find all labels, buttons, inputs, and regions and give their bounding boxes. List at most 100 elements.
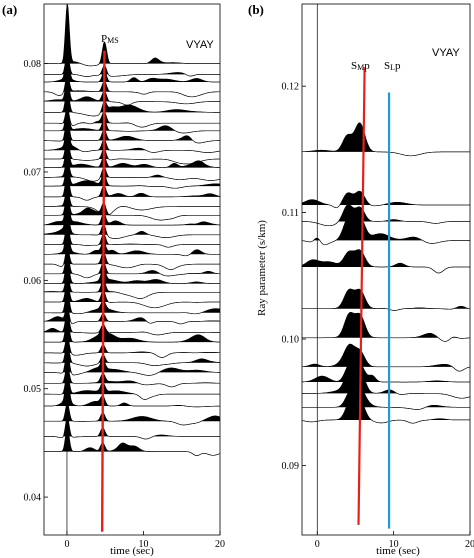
- receiver-function-trace: [44, 252, 220, 279]
- trace-positive-fill: [302, 386, 470, 408]
- x-tick-label: 20: [465, 539, 474, 550]
- receiver-function-trace: [44, 258, 220, 284]
- receiver-function-trace: [44, 280, 220, 309]
- panel-a-frame: [43, 3, 221, 536]
- receiver-function-trace: [302, 343, 470, 372]
- x-tick-label: 20: [215, 539, 225, 550]
- panel-b-phase-label-slp: SLp: [384, 60, 401, 72]
- trace-positive-fill: [44, 4, 220, 64]
- receiver-function-trace: [44, 427, 220, 456]
- panel-a-traces: [44, 4, 220, 456]
- trace-positive-fill: [302, 362, 470, 382]
- receiver-function-trace: [44, 127, 220, 153]
- receiver-function-trace: [44, 172, 220, 201]
- receiver-function-trace: [44, 73, 220, 98]
- trace-positive-fill: [302, 191, 470, 205]
- receiver-function-trace: [44, 341, 220, 367]
- trace-positive-fill: [302, 204, 470, 222]
- panel-a-station-label: VYAY: [186, 39, 214, 51]
- receiver-function-trace: [44, 107, 220, 128]
- receiver-function-trace: [44, 164, 220, 189]
- receiver-function-trace: [302, 122, 470, 157]
- receiver-function-trace: [302, 190, 470, 209]
- trace-positive-fill: [302, 122, 470, 152]
- receiver-function-trace: [302, 311, 470, 342]
- trace-positive-fill: [44, 128, 220, 151]
- receiver-function-trace: [44, 211, 220, 239]
- receiver-function-trace: [302, 204, 470, 227]
- receiver-function-trace: [44, 142, 220, 168]
- panel-a-x-ticks: 0 10 20: [64, 531, 225, 550]
- trace-positive-fill: [44, 211, 220, 235]
- x-tick-label: 10: [389, 539, 399, 550]
- panel-b-x-axis-label: time (sec): [376, 545, 420, 557]
- receiver-function-trace: [44, 402, 220, 426]
- receiver-function-trace: [44, 54, 220, 83]
- y-tick-label: 0.12: [282, 82, 300, 93]
- y-tick-label: 0.07: [24, 167, 42, 178]
- trace-positive-fill: [44, 311, 220, 333]
- receiver-function-trace: [44, 364, 220, 388]
- panel-a-plot-area: [44, 4, 220, 535]
- receiver-function-trace: [44, 335, 220, 358]
- receiver-function-trace: [302, 363, 470, 399]
- panel-a-phase-label-pms: PMS: [101, 33, 119, 45]
- panel-b-frame: [301, 3, 471, 536]
- receiver-function-trace: [44, 87, 220, 117]
- x-tick-label: 0: [64, 539, 69, 550]
- panel-a-y-ticks: 0.04 0.05 0.06 0.07 0.08: [24, 59, 48, 504]
- panel-a-marker-lines: [66, 4, 106, 535]
- receiver-function-trace: [44, 416, 220, 440]
- receiver-function-trace: [302, 395, 470, 424]
- trace-positive-fill: [44, 342, 220, 363]
- receiver-function-trace: [44, 288, 220, 315]
- receiver-function-trace: [44, 223, 220, 248]
- receiver-function-trace: [44, 350, 220, 376]
- panel-b-y-ticks: 0.09 0.10 0.11 0.12: [282, 82, 306, 472]
- receiver-function-trace: [302, 288, 470, 311]
- trace-positive-fill: [302, 289, 470, 309]
- panel-b-label: (b): [248, 2, 264, 17]
- trace-positive-fill: [44, 318, 220, 343]
- receiver-function-trace: [44, 79, 220, 106]
- trace-positive-fill: [44, 373, 220, 395]
- trace-positive-fill: [44, 197, 220, 226]
- receiver-function-trace: [302, 249, 470, 274]
- trace-positive-fill: [302, 344, 470, 367]
- receiver-function-trace: [302, 361, 470, 383]
- panel-b-x-ticks: 0 10 20: [315, 531, 474, 550]
- x-tick-label: 10: [138, 539, 148, 550]
- receiver-function-trace: [44, 158, 220, 182]
- trace-positive-fill: [302, 395, 470, 420]
- y-tick-label: 0.10: [282, 335, 300, 346]
- trace-positive-fill: [302, 216, 470, 241]
- receiver-function-trace: [44, 4, 220, 67]
- receiver-function-trace: [44, 310, 220, 336]
- receiver-function-trace: [44, 273, 220, 299]
- receiver-function-trace: [44, 305, 220, 325]
- receiver-function-trace: [44, 53, 220, 77]
- y-tick-label: 0.05: [24, 384, 42, 395]
- panel-b-phase-label-smp: SMp: [351, 60, 370, 72]
- receiver-function-trace: [44, 317, 220, 343]
- receiver-function-trace: [302, 386, 470, 410]
- receiver-function-trace: [302, 216, 470, 246]
- trace-positive-fill: [302, 249, 470, 267]
- receiver-function-trace: [44, 187, 220, 215]
- panel-b-station-label: VYAY: [432, 47, 460, 59]
- panel-b-traces: [302, 122, 470, 424]
- y-tick-label: 0.08: [24, 59, 42, 70]
- trace-positive-fill: [44, 427, 220, 452]
- y-tick-label: 0.09: [282, 461, 300, 472]
- y-tick-label: 0.04: [24, 493, 42, 504]
- receiver-function-trace: [44, 226, 220, 257]
- receiver-function-trace: [44, 116, 220, 144]
- trace-positive-fill: [44, 193, 220, 216]
- x-tick-label: 0: [315, 539, 320, 550]
- trace-positive-fill: [302, 312, 470, 338]
- trace-positive-fill: [44, 142, 220, 168]
- trace-positive-fill: [44, 88, 220, 113]
- receiver-function-trace: [44, 372, 220, 400]
- panel-b-y-axis-label: Ray parameter (s/km): [256, 220, 268, 316]
